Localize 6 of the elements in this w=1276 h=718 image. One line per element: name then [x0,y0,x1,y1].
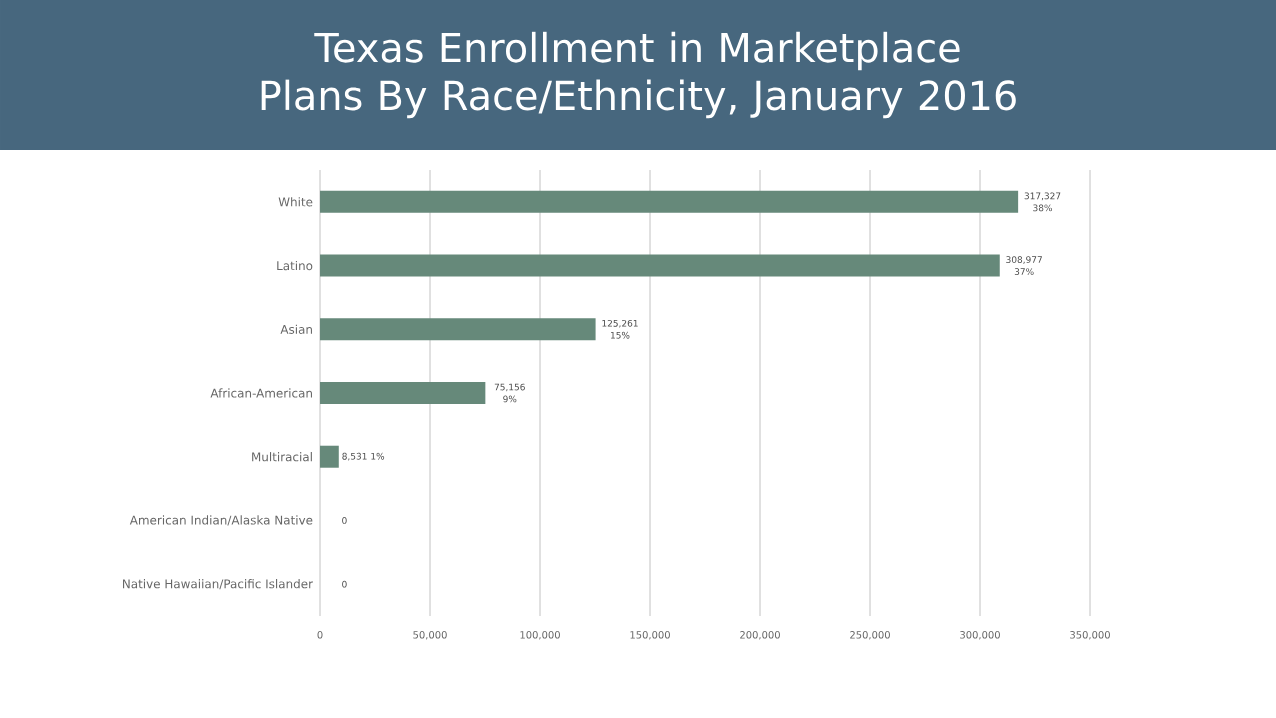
bar [320,190,1019,213]
chart-title: Texas Enrollment in Marketplace Plans By Race/Ethnicity, January 2016 [261,31,1016,119]
bar [320,382,486,405]
bar [320,445,339,468]
bar [320,318,596,341]
bar [320,254,1000,277]
